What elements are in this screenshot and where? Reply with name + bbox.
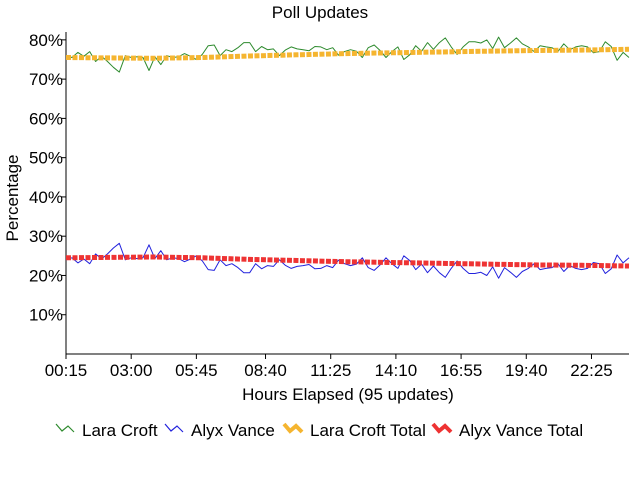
y-axis-label: Percentage — [3, 155, 22, 242]
chart-title: Poll Updates — [272, 3, 368, 22]
x-tick-label: 22:25 — [570, 361, 613, 380]
series-line-3 — [65, 254, 630, 269]
y-tick-label: 30% — [29, 227, 63, 246]
x-tick-label: 08:40 — [244, 361, 287, 380]
series-line-2 — [65, 46, 630, 61]
x-tick-label: 05:45 — [175, 361, 218, 380]
legend-label: Alyx Vance — [191, 421, 275, 440]
y-tick-label: 10% — [29, 306, 63, 325]
legend-swatch — [164, 423, 184, 433]
x-tick-label: 14:10 — [375, 361, 418, 380]
legend-swatch — [282, 422, 304, 434]
x-tick-label: 03:00 — [110, 361, 153, 380]
x-tick-label: 00:15 — [45, 361, 88, 380]
y-tick-label: 80% — [29, 31, 63, 50]
legend: Lara Croft Alyx Vance Lara Croft Total Alyx… — [55, 421, 583, 440]
legend-label: Alyx Vance Total — [459, 421, 583, 440]
y-tick-label: 40% — [29, 188, 63, 207]
y-tick-label: 70% — [29, 70, 63, 89]
y-tick-label: 20% — [29, 266, 63, 285]
legend-label: Lara Croft Total — [310, 421, 426, 440]
plot-area — [65, 36, 630, 279]
axes: 10% 20% 30% 40% 50% 60% 70% 80% 00:15 03:00 05:45 0… — [29, 31, 629, 380]
y-tick-label: 60% — [29, 109, 63, 128]
legend-swatch — [431, 422, 453, 434]
x-tick-label: 16:55 — [440, 361, 483, 380]
legend-label: Lara Croft — [82, 421, 158, 440]
y-tick-label: 50% — [29, 149, 63, 168]
legend-swatch — [55, 423, 75, 433]
x-axis-label: Hours Elapsed (95 updates) — [242, 385, 454, 404]
x-tick-label: 11:25 — [310, 361, 351, 380]
x-tick-label: 19:40 — [505, 361, 548, 380]
